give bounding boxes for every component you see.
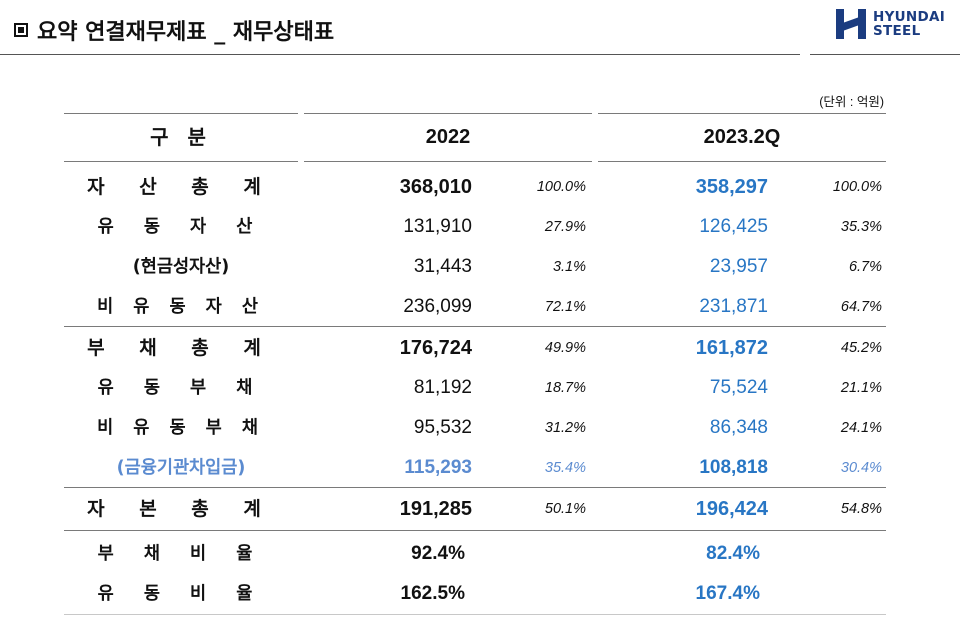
logo-underline	[810, 54, 960, 55]
header-top-rule-2	[304, 113, 592, 114]
ratio-2023q2: 82.4%	[706, 543, 760, 564]
ratio-label: 유 동 비 율	[97, 584, 265, 604]
page-title: 요약 연결재무제표 _ 재무상태표	[37, 20, 335, 45]
value-2022: 176,724	[399, 337, 472, 359]
column-header-2022: 2022	[425, 126, 471, 148]
row-label: 유 동 자 산	[97, 217, 265, 237]
percent-2023q2: 21.1%	[840, 380, 882, 396]
table-row: 자 산 총 계 368,010 100.0% 358,297 100.0%	[0, 167, 960, 207]
value-2023q2: 108,818	[699, 457, 768, 478]
column-header-2023q2: 2023.2Q	[703, 126, 781, 148]
value-2022: 131,910	[403, 216, 472, 237]
group-rule-ratios	[64, 530, 886, 531]
value-2023q2: 231,871	[699, 296, 768, 317]
page-title-block: 요약 연결재무제표 _ 재무상태표	[14, 14, 334, 46]
table-row: 유 동 부 채 81,192 18.7% 75,524 21.1%	[0, 368, 960, 408]
percent-2023q2: 45.2%	[840, 340, 882, 356]
value-2022: 368,010	[399, 176, 472, 198]
row-label: 유 동 부 채	[97, 378, 265, 398]
header-bottom-rule-3	[598, 161, 886, 162]
value-2023q2: 23,957	[709, 256, 768, 277]
percent-2022: 18.7%	[544, 380, 586, 396]
ratio-row: 부 채 비 율 92.4% 82.4%	[0, 534, 960, 574]
percent-2022: 35.4%	[544, 460, 586, 476]
percent-2023q2: 100.0%	[832, 179, 882, 195]
logo-text-line1: HYUNDAI	[873, 9, 946, 25]
unit-note: (단위 : 억원)	[819, 95, 884, 109]
ratio-row: 유 동 비 율 162.5% 167.4%	[0, 574, 960, 614]
logo-text-line2: STEEL	[873, 23, 921, 39]
table-bottom-rule	[64, 614, 886, 615]
table-row: 비 유 동 자 산 236,099 72.1% 231,871 64.7%	[0, 287, 960, 327]
hyundai-steel-logo: HYUNDAI STEEL	[836, 9, 945, 39]
value-2022: 191,285	[399, 498, 472, 520]
value-2023q2: 161,872	[695, 337, 768, 359]
row-label: 부 채 총 계	[87, 337, 275, 359]
value-2022: 81,192	[413, 377, 472, 398]
value-2023q2: 126,425	[699, 216, 768, 237]
table-row: 유 동 자 산 131,910 27.9% 126,425 35.3%	[0, 207, 960, 247]
table-row: (금융기관차입금) 115,293 35.4% 108,818 30.4%	[0, 448, 960, 488]
table-row: (현금성자산) 31,443 3.1% 23,957 6.7%	[0, 247, 960, 287]
row-label: (금융기관차입금)	[116, 458, 246, 478]
table-row: 비 유 동 부 채 95,532 31.2% 86,348 24.1%	[0, 408, 960, 448]
ratio-2022: 92.4%	[411, 543, 465, 564]
value-2022: 236,099	[403, 296, 472, 317]
row-label: 자 산 총 계	[87, 176, 275, 198]
value-2023q2: 86,348	[709, 417, 768, 438]
group-rule-liabilities	[64, 326, 886, 327]
row-label: 비 유 동 부 채	[97, 418, 265, 438]
value-2023q2: 196,424	[695, 498, 768, 520]
percent-2023q2: 35.3%	[840, 219, 882, 235]
percent-2022: 3.1%	[552, 259, 586, 275]
row-label: 자 본 총 계	[87, 498, 275, 520]
percent-2022: 50.1%	[544, 501, 586, 517]
title-underline	[0, 54, 800, 55]
header-top-rule-1	[64, 113, 298, 114]
percent-2022: 100.0%	[536, 179, 586, 195]
percent-2022: 27.9%	[544, 219, 586, 235]
ratio-2022: 162.5%	[400, 583, 465, 604]
header-top-rule-3	[598, 113, 886, 114]
row-label: (현금성자산)	[132, 257, 230, 277]
percent-2023q2: 24.1%	[840, 420, 882, 436]
ratio-2023q2: 167.4%	[695, 583, 760, 604]
group-rule-equity	[64, 487, 886, 488]
percent-2023q2: 54.8%	[840, 501, 882, 517]
percent-2023q2: 30.4%	[840, 460, 882, 476]
percent-2022: 31.2%	[544, 420, 586, 436]
column-header-category: 구 분	[150, 125, 212, 149]
percent-2022: 72.1%	[544, 299, 586, 315]
ratio-label: 부 채 비 율	[97, 544, 265, 564]
value-2023q2: 358,297	[695, 176, 768, 198]
square-bullet-icon	[14, 23, 28, 37]
value-2022: 31,443	[413, 256, 472, 277]
h-logo-icon	[836, 9, 868, 39]
percent-2022: 49.9%	[544, 340, 586, 356]
header-bottom-rule-2	[304, 161, 592, 162]
row-label: 비 유 동 자 산	[97, 297, 265, 317]
value-2023q2: 75,524	[709, 377, 768, 398]
percent-2023q2: 6.7%	[848, 259, 882, 275]
table-row: 부 채 총 계 176,724 49.9% 161,872 45.2%	[0, 328, 960, 368]
value-2022: 115,293	[404, 457, 472, 478]
table-row: 자 본 총 계 191,285 50.1% 196,424 54.8%	[0, 489, 960, 529]
value-2022: 95,532	[413, 417, 472, 438]
percent-2023q2: 64.7%	[840, 299, 882, 315]
header-bottom-rule-1	[64, 161, 298, 162]
